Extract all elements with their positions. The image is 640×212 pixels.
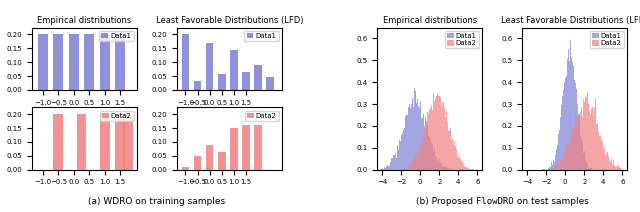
Bar xyxy=(242,125,250,170)
Text: (a) WDRO on training samples: (a) WDRO on training samples xyxy=(88,197,226,206)
Bar xyxy=(230,50,237,90)
Bar xyxy=(218,152,225,170)
Bar xyxy=(84,35,94,90)
Legend: Data1, Data2: Data1, Data2 xyxy=(589,31,624,48)
Bar xyxy=(194,156,202,170)
Bar xyxy=(38,35,48,90)
Legend: Data1: Data1 xyxy=(244,31,278,41)
Bar xyxy=(254,65,262,90)
Legend: Data2: Data2 xyxy=(244,111,278,121)
Bar xyxy=(100,35,109,90)
Bar xyxy=(115,114,125,170)
Bar xyxy=(266,77,274,90)
Bar xyxy=(123,114,132,170)
Bar xyxy=(194,81,202,90)
Legend: Data1: Data1 xyxy=(99,31,134,41)
Legend: Data2: Data2 xyxy=(100,111,134,121)
Bar xyxy=(53,114,63,170)
Bar xyxy=(205,145,214,170)
Bar xyxy=(254,125,262,170)
Bar xyxy=(53,35,63,90)
Bar xyxy=(68,35,79,90)
Text: on test samples: on test samples xyxy=(513,197,588,206)
Bar xyxy=(230,128,237,170)
Bar xyxy=(77,114,86,170)
Text: (b) Proposed: (b) Proposed xyxy=(416,197,476,206)
Title: Least Favorable Distributions (LFD): Least Favorable Distributions (LFD) xyxy=(501,16,640,25)
Bar xyxy=(242,72,250,90)
Title: Empirical distributions: Empirical distributions xyxy=(37,16,132,25)
Bar xyxy=(182,167,189,170)
Bar xyxy=(115,35,125,90)
Bar xyxy=(205,43,214,90)
Title: Least Favorable Distributions (LFD): Least Favorable Distributions (LFD) xyxy=(156,16,303,25)
Bar xyxy=(182,35,189,90)
Text: FlowDRO: FlowDRO xyxy=(476,197,513,206)
Legend: Data1, Data2: Data1, Data2 xyxy=(445,31,479,48)
Title: Empirical distributions: Empirical distributions xyxy=(383,16,477,25)
Bar xyxy=(100,114,109,170)
Bar xyxy=(218,74,225,90)
